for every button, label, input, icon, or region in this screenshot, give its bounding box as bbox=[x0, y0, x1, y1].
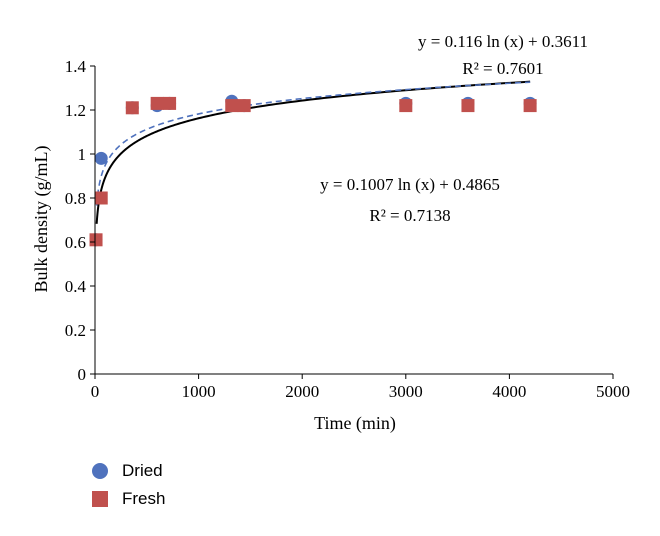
point-fresh bbox=[163, 96, 177, 110]
point-fresh bbox=[89, 233, 103, 247]
point-fresh bbox=[461, 99, 475, 113]
x-tick-label: 3000 bbox=[389, 382, 423, 401]
legend-item-fresh: Fresh bbox=[92, 486, 165, 512]
trendline-1-equation: y = 0.116 ln (x) + 0.3611 bbox=[418, 32, 588, 51]
point-fresh bbox=[399, 99, 413, 113]
y-tick-label: 0.6 bbox=[65, 233, 86, 252]
point-fresh bbox=[125, 101, 139, 115]
point-fresh bbox=[523, 99, 537, 113]
circle-marker-icon bbox=[92, 463, 108, 479]
trendline-2 bbox=[95, 81, 531, 206]
x-tick-label: 5000 bbox=[596, 382, 630, 401]
y-tick-label: 0.4 bbox=[65, 277, 87, 296]
point-fresh bbox=[150, 96, 164, 110]
x-tick-label: 0 bbox=[91, 382, 100, 401]
y-tick-label: 0 bbox=[78, 365, 87, 384]
x-axis-title: Time (min) bbox=[314, 413, 396, 434]
x-tick-label: 2000 bbox=[285, 382, 319, 401]
x-tick-label: 4000 bbox=[492, 382, 526, 401]
square-marker-icon bbox=[92, 491, 108, 507]
y-tick-label: 1.4 bbox=[65, 57, 87, 76]
point-fresh bbox=[94, 191, 108, 205]
y-tick-label: 0.8 bbox=[65, 189, 86, 208]
trendline-1-r2: R² = 0.7601 bbox=[462, 59, 543, 78]
axes: 0 0.2 0.4 0.6 0.8 1 1.2 1.4 0 1000 2000 3000 4000 500… bbox=[65, 57, 630, 401]
legend-label-fresh: Fresh bbox=[122, 489, 166, 508]
chart-labels: Time (min) Bulk density (g/mL) y = 0.116… bbox=[31, 32, 588, 434]
legend-label-dried: Dried bbox=[122, 461, 163, 480]
trendline-2-equation: y = 0.1007 ln (x) + 0.4865 bbox=[320, 175, 500, 194]
y-tick-label: 0.2 bbox=[65, 321, 86, 340]
y-axis-title: Bulk density (g/mL) bbox=[31, 146, 52, 293]
x-tick-label: 1000 bbox=[182, 382, 216, 401]
data-markers bbox=[89, 94, 537, 247]
y-tick-label: 1.2 bbox=[65, 101, 86, 120]
y-tick-label: 1 bbox=[78, 145, 87, 164]
legend-item-dried: Dried bbox=[92, 458, 165, 484]
trendline-2-r2: R² = 0.7138 bbox=[369, 206, 450, 225]
point-fresh bbox=[225, 99, 239, 113]
legend: Dried Fresh bbox=[92, 458, 165, 514]
point-fresh bbox=[237, 99, 251, 113]
point-dried bbox=[94, 151, 108, 165]
